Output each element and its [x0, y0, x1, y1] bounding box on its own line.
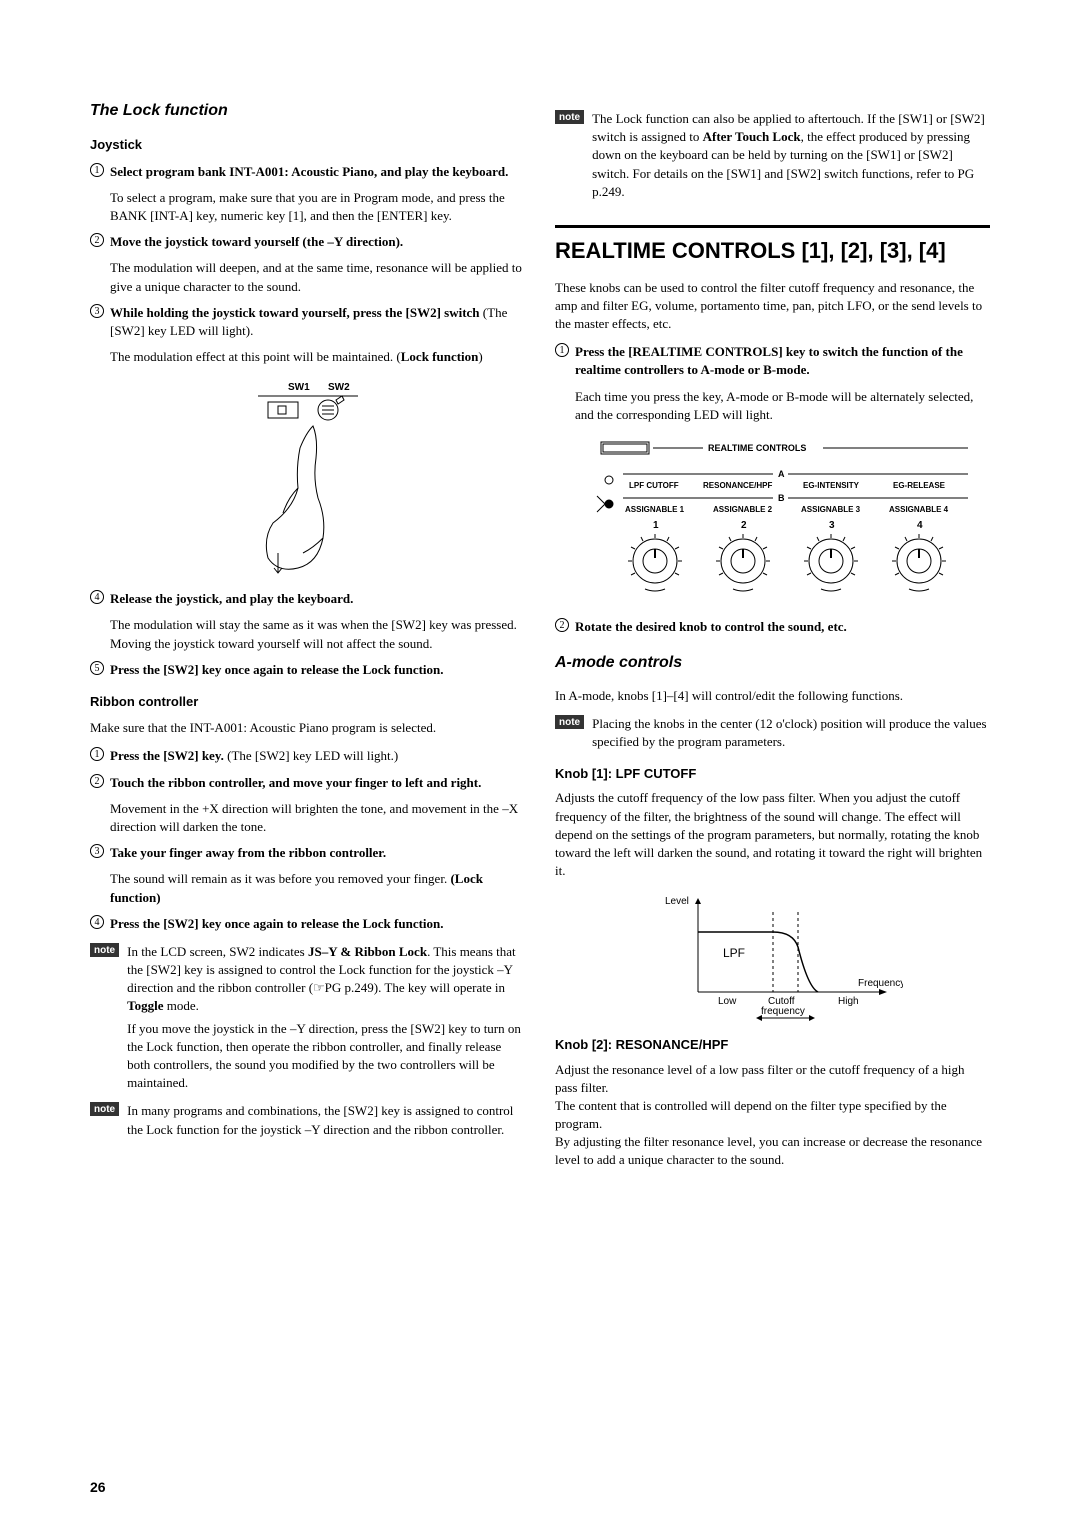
knob2-text3: By adjusting the filter resonance level,… [555, 1133, 990, 1169]
svg-text:Low: Low [718, 996, 737, 1007]
note-jsy-ribbon: note In the LCD screen, SW2 indicates JS… [90, 943, 525, 1093]
svg-text:3: 3 [829, 520, 835, 531]
step-number: 2 [90, 774, 104, 788]
rt-intro: These knobs can be used to control the f… [555, 279, 990, 334]
knob1-text: Adjusts the cutoff frequency of the low … [555, 789, 990, 880]
svg-text:RESONANCE/HPF: RESONANCE/HPF [703, 481, 772, 490]
lpf-diagram: Level LPF Low High Frequency Cutoff freq… [643, 892, 903, 1022]
knob2-title: Knob [2]: RESONANCE/HPF [555, 1036, 990, 1054]
ribbon-intro: Make sure that the INT-A001: Acoustic Pi… [90, 719, 525, 737]
ribbon-step-2: 2 Touch the ribbon controller, and move … [90, 774, 525, 792]
step-number: 5 [90, 661, 104, 675]
svg-text:B: B [778, 493, 785, 503]
note-badge-icon: note [555, 110, 584, 124]
svg-text:frequency: frequency [761, 1006, 805, 1017]
svg-text:REALTIME CONTROLS: REALTIME CONTROLS [708, 443, 806, 453]
note-badge-icon: note [90, 1102, 119, 1116]
step-number: 4 [90, 915, 104, 929]
knob1-title: Knob [1]: LPF CUTOFF [555, 765, 990, 783]
realtime-controls-heading: REALTIME CONTROLS [1], [2], [3], [4] [555, 225, 990, 267]
step-number: 1 [555, 343, 569, 357]
amode-title: A-mode controls [555, 652, 990, 674]
knob2-text2: The content that is controlled will depe… [555, 1097, 990, 1133]
lock-function-title: The Lock function [90, 100, 525, 122]
joy-step-2-desc: The modulation will deepen, and at the s… [90, 259, 525, 295]
ribbon-step-3-desc: The sound will remain as it was before y… [90, 870, 525, 906]
amode-intro: In A-mode, knobs [1]–[4] will control/ed… [555, 687, 990, 705]
svg-text:ASSIGNABLE 2: ASSIGNABLE 2 [713, 505, 773, 514]
ribbon-step-1: 1 Press the [SW2] key. (The [SW2] key LE… [90, 747, 525, 765]
joy-step-2: 2 Move the joystick toward yourself (the… [90, 233, 525, 251]
svg-text:4: 4 [917, 520, 923, 531]
step-number: 1 [90, 163, 104, 177]
ribbon-step-2-desc: Movement in the +X direction will bright… [90, 800, 525, 836]
ribbon-step-3: 3 Take your finger away from the ribbon … [90, 844, 525, 862]
note-badge-icon: note [555, 715, 584, 729]
svg-text:High: High [838, 996, 859, 1007]
joy-step-1: 1 Select program bank INT-A001: Acoustic… [90, 163, 525, 181]
step-number: 2 [90, 233, 104, 247]
note-badge-icon: note [90, 943, 119, 957]
svg-text:EG-RELEASE: EG-RELEASE [893, 481, 946, 490]
ribbon-step-4: 4 Press the [SW2] key once again to rele… [90, 915, 525, 933]
step-number: 3 [90, 304, 104, 318]
rt-step-2: 2 Rotate the desired knob to control the… [555, 618, 990, 636]
step-number: 3 [90, 844, 104, 858]
joy-step-3-desc: The modulation effect at this point will… [90, 348, 525, 366]
svg-text:SW2: SW2 [328, 382, 350, 393]
page-number: 26 [90, 1478, 106, 1498]
svg-text:EG-INTENSITY: EG-INTENSITY [803, 481, 860, 490]
svg-text:ASSIGNABLE 3: ASSIGNABLE 3 [801, 505, 861, 514]
joy-step-4: 4 Release the joystick, and play the key… [90, 590, 525, 608]
svg-text:LPF CUTOFF: LPF CUTOFF [629, 481, 679, 490]
knob2-text1: Adjust the resonance level of a low pass… [555, 1061, 990, 1097]
step-number: 4 [90, 590, 104, 604]
svg-text:ASSIGNABLE 4: ASSIGNABLE 4 [889, 505, 949, 514]
svg-text:1: 1 [653, 520, 659, 531]
joystick-heading: Joystick [90, 136, 525, 154]
joystick-diagram: SW1 SW2 [218, 378, 398, 578]
rt-step-1: 1 Press the [REALTIME CONTROLS] key to s… [555, 343, 990, 379]
joy-step-1-desc: To select a program, make sure that you … [90, 189, 525, 225]
note-amode: note Placing the knobs in the center (12… [555, 715, 990, 751]
joy-step-4-desc: The modulation will stay the same as it … [90, 616, 525, 652]
joy-step-3: 3 While holding the joystick toward your… [90, 304, 525, 340]
joy-step-5: 5 Press the [SW2] key once again to rele… [90, 661, 525, 679]
svg-text:ASSIGNABLE 1: ASSIGNABLE 1 [625, 505, 685, 514]
svg-text:LPF: LPF [723, 946, 745, 960]
svg-text:Level: Level [665, 896, 689, 907]
svg-text:A: A [778, 469, 785, 479]
ribbon-heading: Ribbon controller [90, 693, 525, 711]
note-aftertouch: note The Lock function can also be appli… [555, 110, 990, 201]
realtime-controls-panel: REALTIME CONTROLS A LPF CUTOFF RESONANCE… [573, 436, 973, 606]
svg-text:2: 2 [741, 520, 747, 531]
note-many-programs: note In many programs and combinations, … [90, 1102, 525, 1138]
svg-text:Frequency: Frequency [858, 978, 903, 989]
step-number: 1 [90, 747, 104, 761]
rt-step-1-desc: Each time you press the key, A-mode or B… [555, 388, 990, 424]
step-number: 2 [555, 618, 569, 632]
svg-text:SW1: SW1 [288, 382, 310, 393]
